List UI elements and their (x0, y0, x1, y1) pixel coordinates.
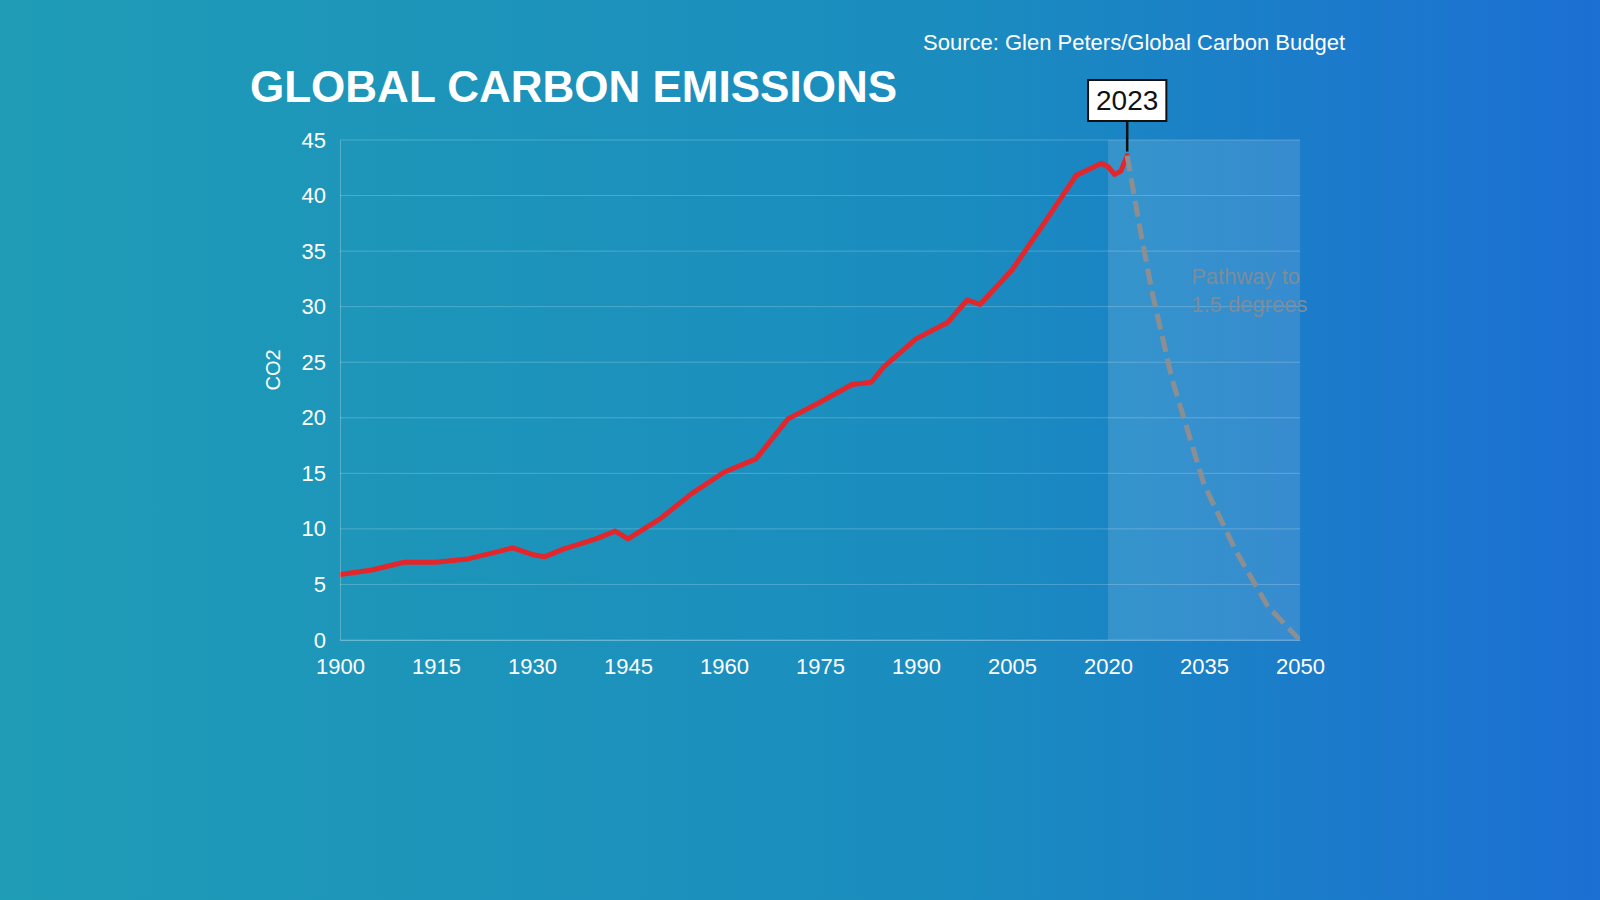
y-tick-label: 0 (314, 628, 326, 653)
y-tick: 35 (302, 239, 340, 264)
x-tick-label: 1915 (412, 654, 461, 679)
y-tick-label: 10 (302, 516, 326, 541)
x-tick: 1960 (700, 640, 749, 679)
series-line (1127, 156, 1300, 640)
y-tick-label: 35 (302, 239, 326, 264)
x-tick: 1975 (796, 640, 845, 679)
x-axis-line (341, 640, 1301, 641)
y-tick: 10 (302, 516, 340, 541)
x-tick: 2035 (1180, 640, 1229, 679)
x-tick-label: 2050 (1276, 654, 1325, 679)
x-tick: 1930 (508, 640, 557, 679)
x-tick-label: 2005 (988, 654, 1037, 679)
x-tick: 1900 (316, 640, 365, 679)
y-tick: 25 (302, 350, 340, 375)
y-axis-line (340, 141, 341, 641)
chart: 0510152025303540451900191519301945196019… (0, 0, 1600, 900)
title: GLOBAL CARBON EMISSIONS (250, 62, 897, 111)
x-tick: 2020 (1084, 640, 1133, 679)
x-tick-label: 1900 (316, 654, 365, 679)
x-tick-label: 1960 (700, 654, 749, 679)
year-marker-box (1088, 80, 1166, 121)
y-tick-label: 5 (314, 572, 326, 597)
year-marker-pointer (1126, 121, 1129, 152)
y-axis-title: CO2 (262, 349, 284, 390)
y-tick: 45 (302, 128, 340, 153)
projection-shade (1108, 140, 1300, 640)
year-marker-label: 2023 (1096, 85, 1158, 116)
y-tick-label: 30 (302, 294, 326, 319)
y-tick-label: 15 (302, 461, 326, 486)
y-axis: 0 5 10 15 20 25 30 35 40 45 (302, 128, 341, 653)
year-marker: 2023 (1088, 80, 1166, 152)
plot-area (340, 140, 1300, 640)
y-tick-label: 20 (302, 405, 326, 430)
x-tick: 2050 (1276, 640, 1325, 679)
x-tick-label: 1990 (892, 654, 941, 679)
x-tick-label: 2035 (1180, 654, 1229, 679)
y-tick-label: 40 (302, 183, 326, 208)
y-tick: 0 (314, 628, 340, 653)
x-tick: 2005 (988, 640, 1037, 679)
y-tick: 20 (302, 405, 340, 430)
series-line (340, 156, 1127, 575)
y-tick: 40 (302, 183, 340, 208)
x-tick-label: 1930 (508, 654, 557, 679)
x-tick-label: 1945 (604, 654, 653, 679)
y-tick: 5 (314, 572, 340, 597)
y-tick: 15 (302, 461, 340, 486)
grid (340, 140, 1300, 640)
pathway-label: Pathway to1.5 degrees (1191, 264, 1307, 317)
x-tick-label: 1975 (796, 654, 845, 679)
x-tick: 1990 (892, 640, 941, 679)
y-tick-label: 25 (302, 350, 326, 375)
y-tick-label: 45 (302, 128, 326, 153)
background (0, 0, 1600, 900)
x-axis: 1900 1915 1930 1945 1960 1975 1990 2005 2020 2035… (316, 640, 1325, 679)
x-tick-label: 2020 (1084, 654, 1133, 679)
y-tick: 30 (302, 294, 340, 319)
x-tick: 1915 (412, 640, 461, 679)
source: Source: Glen Peters/Global Carbon Budget (923, 30, 1345, 55)
x-tick: 1945 (604, 640, 653, 679)
